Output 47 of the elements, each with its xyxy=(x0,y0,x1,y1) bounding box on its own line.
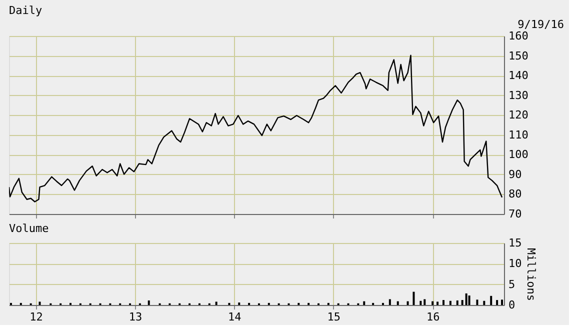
bar xyxy=(38,302,41,305)
x-tick-label: 16 xyxy=(426,310,440,324)
y-tick-label: 10 xyxy=(508,257,522,270)
bar xyxy=(483,300,486,305)
bar xyxy=(406,301,409,305)
y-tick-label: 100 xyxy=(508,148,528,162)
y-tick-label: 5 xyxy=(508,278,516,291)
x-tick-label: 13 xyxy=(128,310,142,324)
y-tick-label: 90 xyxy=(508,168,522,181)
y-tick-label: 140 xyxy=(508,69,528,82)
bar xyxy=(363,301,366,305)
bar xyxy=(449,300,452,305)
bar xyxy=(456,300,458,305)
y-tick-label: 120 xyxy=(508,108,528,122)
bar xyxy=(461,300,464,305)
bar xyxy=(465,293,468,305)
bar xyxy=(396,301,399,305)
bar xyxy=(436,302,439,305)
bar xyxy=(388,299,391,305)
bar xyxy=(501,300,504,305)
y-tick-label: 160 xyxy=(508,30,528,42)
bar xyxy=(148,300,150,305)
bar xyxy=(468,295,470,305)
y-tick-label: 130 xyxy=(508,88,528,102)
bar xyxy=(424,299,426,305)
y-tick-label: 150 xyxy=(508,49,528,62)
x-tick-label: 14 xyxy=(228,310,242,324)
bar xyxy=(420,300,422,305)
line-series xyxy=(9,54,503,202)
y-tick-label: 80 xyxy=(508,188,522,201)
x-tick-label: 15 xyxy=(327,310,341,324)
bar xyxy=(412,292,415,305)
bar xyxy=(432,301,434,305)
bar xyxy=(476,300,478,305)
bar xyxy=(490,296,492,305)
y-tick-label: 110 xyxy=(508,128,528,142)
x-tick-label: 12 xyxy=(30,310,43,324)
chart-title: Volume xyxy=(9,222,49,235)
bar xyxy=(442,300,444,305)
chart-title: Daily xyxy=(9,4,42,17)
bar xyxy=(496,300,498,305)
y-tick-label: 0 xyxy=(508,298,516,312)
y-tick-label: 15 xyxy=(508,236,522,250)
y-tick-label: 70 xyxy=(508,208,522,220)
bar xyxy=(215,302,218,305)
text: 9/19/16 xyxy=(518,18,564,31)
y-axis-title: Millions xyxy=(524,248,538,301)
